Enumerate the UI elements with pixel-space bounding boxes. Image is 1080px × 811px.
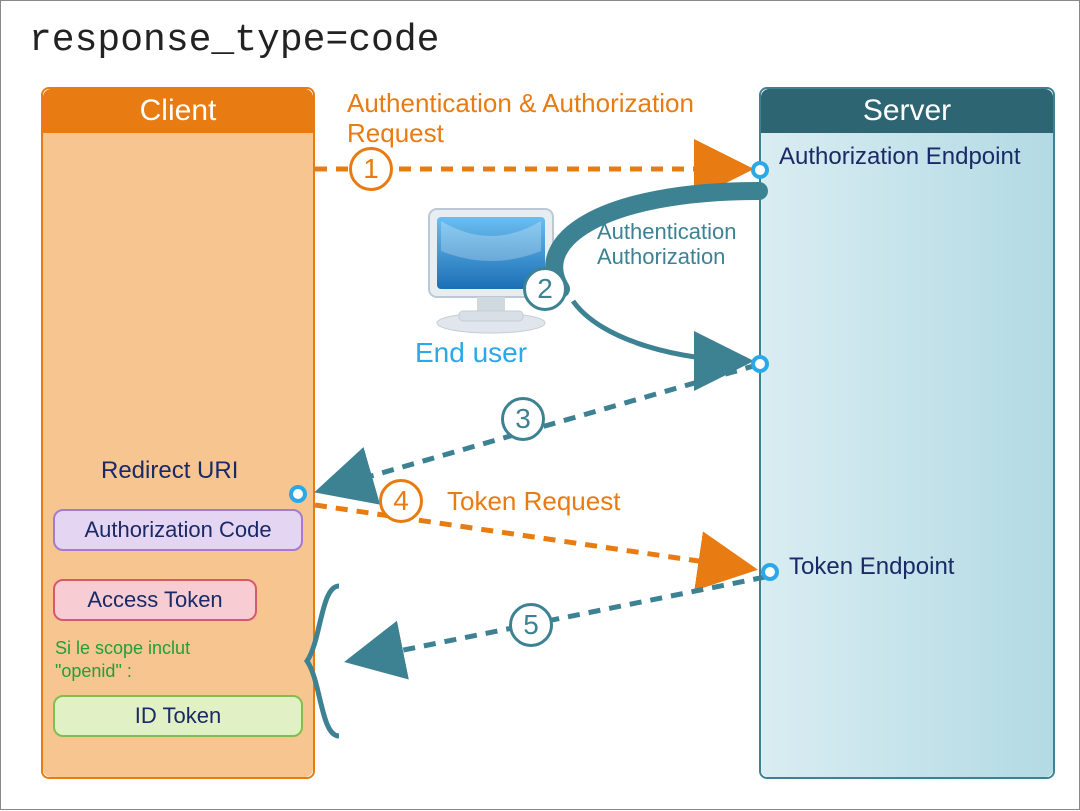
step-badge-4: 4: [379, 479, 423, 523]
step-badge-5: 5: [509, 603, 553, 647]
server-panel: Server: [759, 87, 1055, 779]
arrow-step-5: [349, 577, 765, 661]
dot-auth-endpoint-2: [751, 355, 769, 373]
step-2-label: Authentication Authorization: [597, 219, 777, 270]
step-1-text: Authentication & Authorization Request: [347, 88, 694, 148]
scope-note: Si le scope inclut "openid" :: [55, 637, 245, 682]
authorization-endpoint-text: Authorization Endpoint: [779, 143, 1021, 170]
dot-auth-endpoint: [751, 161, 769, 179]
authorization-endpoint-label: Authorization Endpoint: [779, 143, 1029, 171]
arrow-step-2b: [573, 301, 749, 361]
step-badge-2: 2: [523, 267, 567, 311]
step-badge-1: 1: [349, 147, 393, 191]
server-header: Server: [761, 89, 1053, 133]
authorization-code-box: Authorization Code: [53, 509, 303, 551]
step-2-text: Authentication Authorization: [597, 219, 736, 269]
step-4-label: Token Request: [447, 487, 620, 517]
dot-redirect-uri: [289, 485, 307, 503]
page-title: response_type=code: [29, 19, 439, 62]
access-token-box: Access Token: [53, 579, 257, 621]
token-endpoint-text: Token Endpoint: [789, 553, 954, 580]
token-endpoint-label: Token Endpoint: [789, 553, 989, 581]
client-header: Client: [43, 89, 313, 133]
dot-token-endpoint: [761, 563, 779, 581]
end-user-label: End user: [415, 337, 527, 369]
redirect-uri-label: Redirect URI: [101, 457, 238, 485]
diagram-canvas: response_type=code Client Server Authori…: [0, 0, 1080, 810]
step-badge-3: 3: [501, 397, 545, 441]
id-token-box: ID Token: [53, 695, 303, 737]
step-1-label: Authentication & Authorization Request: [347, 89, 727, 149]
